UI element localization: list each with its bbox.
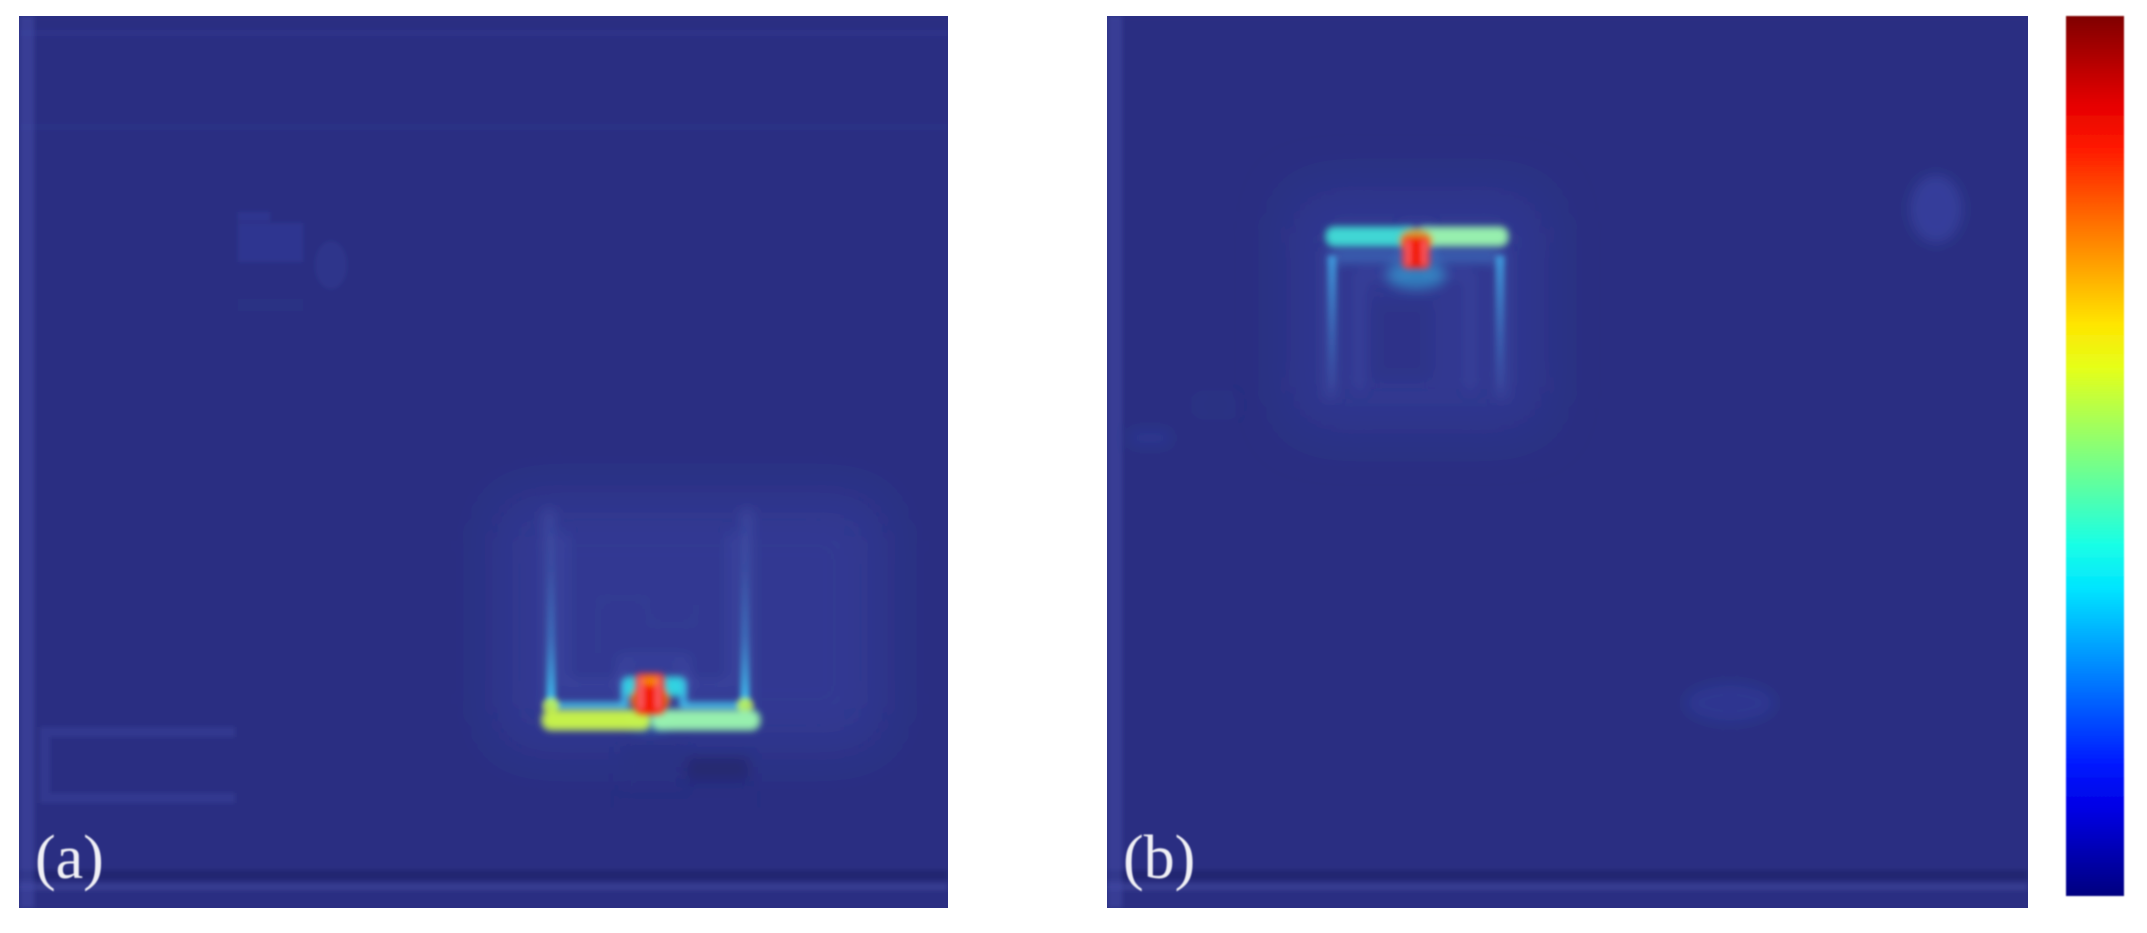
svg-text:(b): (b) [1123,824,1195,892]
svg-text:(a): (a) [35,824,104,892]
